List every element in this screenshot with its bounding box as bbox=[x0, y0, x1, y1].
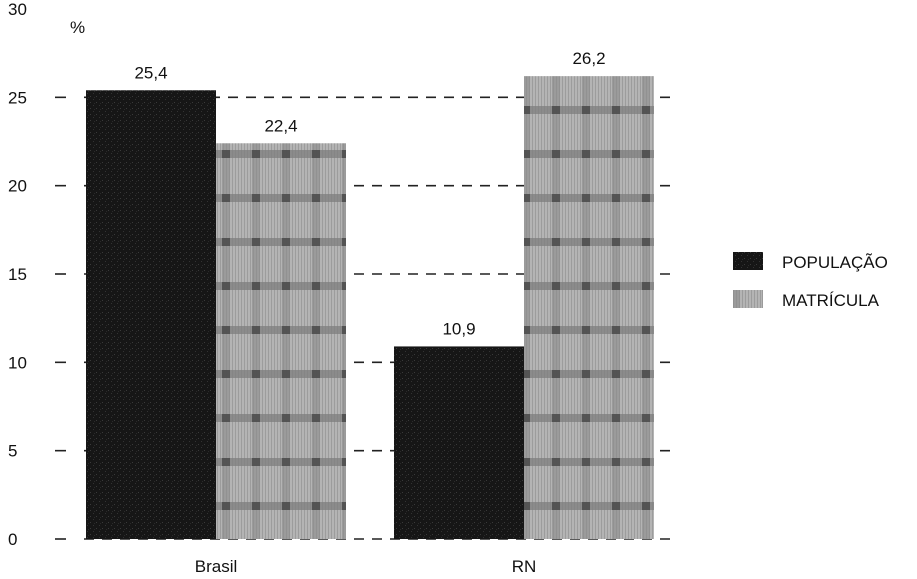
x-category-label: RN bbox=[512, 557, 537, 576]
bar-value-label: 26,2 bbox=[572, 49, 605, 68]
y-tick-label: 20 bbox=[8, 177, 27, 196]
bar-brasil-populacao bbox=[86, 90, 216, 540]
y-tick-label: 0 bbox=[8, 530, 17, 549]
bar-value-label: 10,9 bbox=[442, 319, 475, 338]
legend-label-populacao: POPULAÇÃO bbox=[782, 253, 888, 272]
bar-rn-populacao bbox=[394, 346, 524, 539]
bar-value-label: 22,4 bbox=[264, 116, 297, 135]
y-tick-label: 10 bbox=[8, 353, 27, 372]
y-axis: 0 5 10 15 20 25 30 bbox=[8, 0, 66, 549]
bar-rn-matricula bbox=[524, 76, 654, 539]
data-labels: 25,4 22,4 10,9 26,2 bbox=[134, 49, 605, 338]
x-axis: Brasil RN bbox=[195, 557, 537, 576]
y-unit-label: % bbox=[70, 18, 85, 37]
bar-brasil-matricula bbox=[216, 143, 346, 539]
legend-swatch-populacao bbox=[733, 252, 763, 270]
bars bbox=[86, 76, 654, 540]
y-tick-label: 5 bbox=[8, 442, 17, 461]
y-tick-label: 30 bbox=[8, 0, 27, 19]
legend-label-matricula: MATRÍCULA bbox=[782, 291, 880, 310]
x-category-label: Brasil bbox=[195, 557, 238, 576]
y-tick-label: 15 bbox=[8, 265, 27, 284]
legend-swatch-matricula bbox=[733, 290, 763, 308]
bar-value-label: 25,4 bbox=[134, 63, 167, 82]
y-tick-label: 25 bbox=[8, 88, 27, 107]
legend: POPULAÇÃO MATRÍCULA bbox=[733, 252, 888, 310]
